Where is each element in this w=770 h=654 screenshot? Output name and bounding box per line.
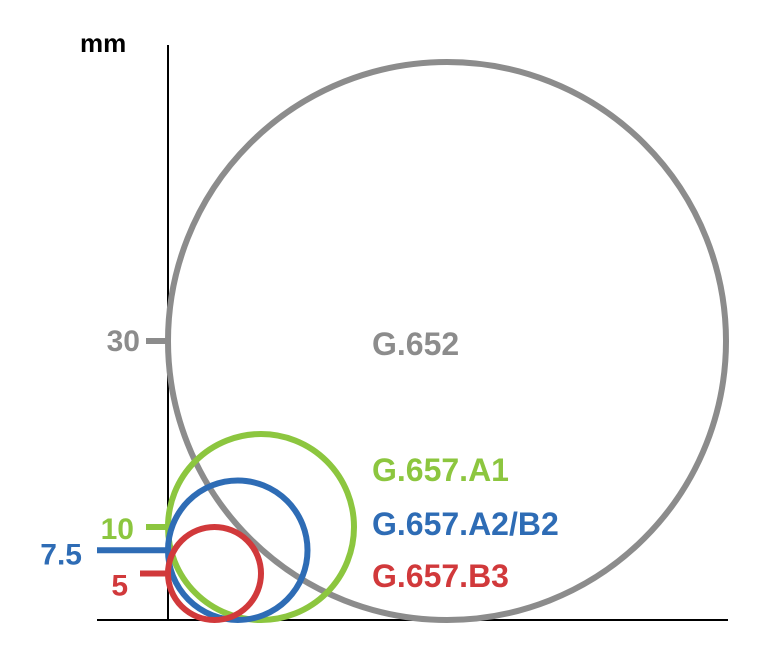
- circle-g-657-a1: [165, 431, 357, 623]
- circle-label-g-652: G.652: [372, 326, 459, 362]
- unit-label: mm: [80, 28, 126, 58]
- tick-label-7-5: 7.5: [40, 538, 82, 571]
- tick-label-10: 10: [101, 513, 134, 546]
- circle-g-657-a2-b2: [165, 477, 311, 623]
- circle-label-g-657-a2-b2: G.657.A2/B2: [372, 506, 559, 542]
- circle-label-g-657-b3: G.657.B3: [372, 558, 509, 594]
- circle-label-g-657-a1: G.657.A1: [372, 452, 509, 488]
- tick-label-5: 5: [111, 570, 128, 603]
- tick-label-30: 30: [107, 325, 140, 358]
